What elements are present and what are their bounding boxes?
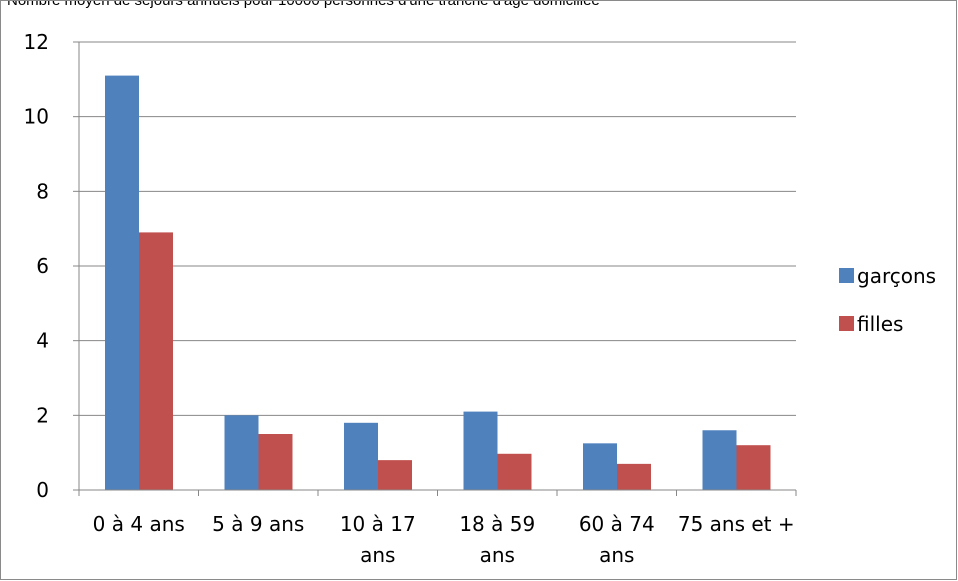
bar-filles <box>617 463 651 490</box>
x-tick-label: 0 à 4 ans <box>93 512 185 536</box>
bar-filles <box>736 445 771 490</box>
bar-garcons <box>463 411 498 490</box>
y-tick-label: 12 <box>24 30 49 54</box>
x-tick-label: ans <box>599 543 634 567</box>
legend-swatch <box>839 268 854 283</box>
bar-filles <box>378 460 412 490</box>
x-tick-label: 60 à 74 <box>579 512 655 536</box>
grid-lines <box>79 41 796 416</box>
bar-garcons <box>105 75 139 490</box>
x-tick-labels: 0 à 4 ans 5 à 9 ans 10 à 17 ans 18 à 59 ans 60… <box>93 512 795 567</box>
axes <box>73 41 797 496</box>
y-tick-labels: 0 2 4 6 8 10 12 <box>24 30 49 502</box>
bars <box>105 75 771 490</box>
x-tick-label: ans <box>480 543 515 567</box>
x-tick-label: ans <box>360 543 395 567</box>
y-tick-label: 8 <box>36 179 49 203</box>
bar-garcons <box>224 415 259 490</box>
bar-filles <box>497 453 532 490</box>
y-tick-label: 4 <box>36 329 49 353</box>
y-tick-label: 2 <box>36 403 49 427</box>
x-tick-label: 75 ans et + <box>678 512 795 536</box>
y-tick-label: 6 <box>36 254 49 278</box>
x-tick-label: 18 à 59 <box>459 512 535 536</box>
legend-swatch <box>839 316 854 331</box>
chart-title: Nombre moyen de séjours annuels pour 100… <box>7 0 600 9</box>
x-tick-label: 5 à 9 ans <box>212 512 304 536</box>
legend-label: garçons <box>857 264 936 288</box>
bar-filles <box>139 232 173 490</box>
bar-filles <box>258 434 293 490</box>
bar-garcons <box>344 422 378 490</box>
legend: garçons filles <box>839 264 936 336</box>
x-tick-label: 10 à 17 <box>340 512 416 536</box>
bar-garcons <box>702 430 737 490</box>
legend-label: filles <box>857 312 903 336</box>
bar-garcons <box>583 443 617 490</box>
y-tick-label: 0 <box>36 478 49 502</box>
y-tick-label: 10 <box>24 105 49 129</box>
